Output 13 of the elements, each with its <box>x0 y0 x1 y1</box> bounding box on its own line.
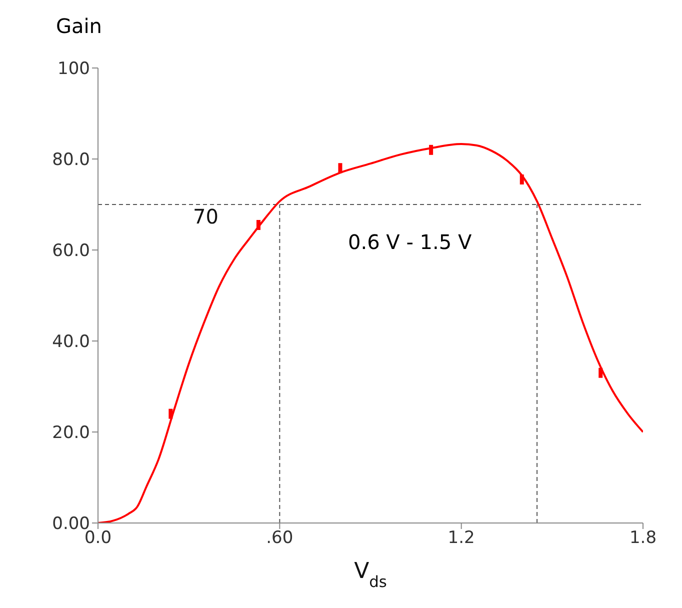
y-tick-label: 40.0 <box>52 332 90 352</box>
y-axis-title: Gain <box>56 14 102 38</box>
x-tick-label: 1.2 <box>448 528 475 548</box>
y-tick-label: 60.0 <box>52 241 90 262</box>
x-tick-label: 1.8 <box>629 528 657 548</box>
y-tick-label: 80.0 <box>52 150 90 170</box>
x-tick-label: 0.0 <box>84 528 112 548</box>
annotation: 0.6 V - 1.5 V <box>348 230 472 254</box>
y-tick-label: 20.0 <box>52 423 90 444</box>
y-tick-label: 100 <box>58 59 90 80</box>
x-axis-title: V$_{ds}$ <box>354 559 387 591</box>
x-tick-label: .60 <box>266 528 294 548</box>
ref-line-label: 70 <box>193 204 218 229</box>
